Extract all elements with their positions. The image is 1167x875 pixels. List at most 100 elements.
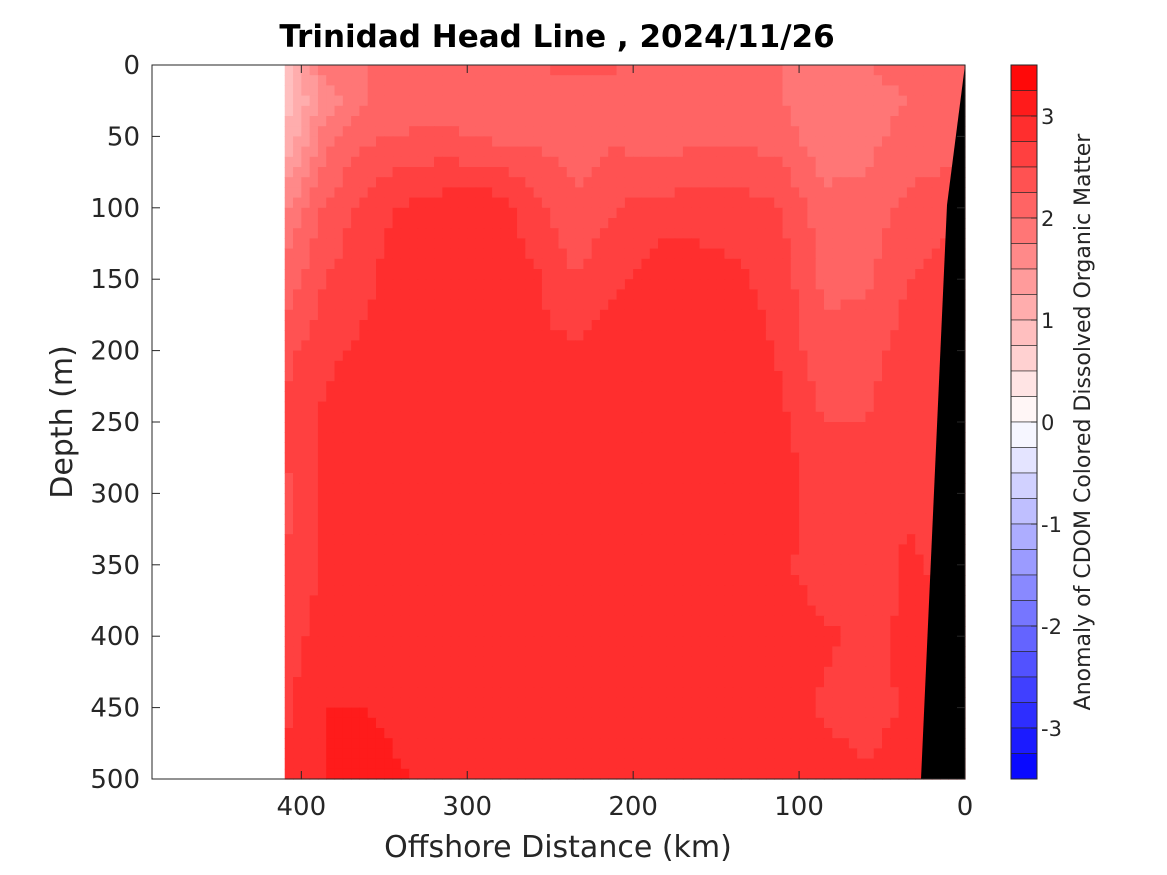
field-cell: [732, 156, 742, 168]
field-cell: [392, 473, 402, 484]
field-cell: [857, 340, 867, 352]
field-cell: [832, 238, 842, 250]
field-cell: [566, 279, 576, 290]
field-cell: [882, 136, 891, 148]
field-cell: [790, 299, 800, 311]
field-cell: [807, 371, 817, 382]
field-cell: [566, 432, 576, 443]
field-cell: [375, 371, 385, 382]
field-cell: [608, 146, 618, 158]
field-cell: [317, 473, 327, 484]
field-cell: [699, 105, 709, 117]
field-cell: [716, 493, 726, 505]
field-cell: [724, 218, 734, 229]
field-cell: [865, 605, 875, 617]
field-cell: [293, 554, 302, 566]
field-cell: [707, 677, 717, 688]
field-cell: [517, 238, 526, 250]
field-cell: [384, 677, 394, 688]
field-cell: [359, 289, 369, 301]
field-cell: [334, 595, 344, 607]
field-cell: [832, 228, 842, 239]
field-cell: [342, 666, 352, 678]
field-cell: [575, 391, 584, 403]
field-cell: [782, 75, 792, 86]
field-cell: [890, 207, 900, 219]
field-cell: [284, 513, 294, 525]
field-cell: [624, 483, 634, 494]
field-cell: [351, 636, 360, 647]
field-cell: [882, 513, 891, 525]
field-cell: [326, 493, 336, 505]
field-cell: [326, 105, 336, 117]
field-cell: [865, 646, 875, 658]
field-cell: [716, 666, 726, 678]
field-cell: [392, 452, 402, 464]
field-cell: [450, 156, 460, 168]
field-cell: [475, 381, 485, 392]
field-cell: [832, 656, 842, 668]
field-cell: [409, 371, 419, 382]
field-cell: [517, 636, 526, 647]
field-cell: [326, 228, 336, 239]
field-cell: [799, 575, 808, 586]
field-cell: [608, 218, 618, 229]
field-cell: [749, 626, 759, 637]
field-cell: [674, 248, 684, 260]
field-cell: [599, 360, 609, 372]
field-cell: [533, 554, 543, 566]
field-cell: [309, 411, 319, 423]
field-cell: [417, 177, 427, 188]
field-cell: [898, 238, 908, 250]
field-cell: [508, 269, 518, 280]
field-cell: [500, 167, 510, 178]
field-cell: [666, 564, 676, 576]
field-cell: [541, 228, 551, 239]
field-cell: [815, 279, 825, 290]
field-cell: [467, 279, 477, 290]
field-cell: [682, 411, 692, 423]
field-cell: [458, 360, 468, 372]
field-cell: [550, 350, 560, 362]
field-cell: [483, 95, 493, 107]
field-cell: [898, 595, 908, 607]
field-cell: [815, 401, 825, 413]
field-cell: [367, 269, 377, 280]
field-cell: [840, 330, 850, 341]
field-cell: [865, 126, 875, 137]
field-cell: [790, 564, 800, 576]
field-cell: [782, 207, 792, 219]
field-cell: [865, 146, 875, 158]
field-cell: [765, 75, 775, 86]
field-cell: [716, 544, 726, 556]
field-cell: [334, 411, 344, 423]
field-cell: [741, 299, 750, 311]
field-cell: [550, 85, 560, 97]
field-cell: [906, 126, 916, 137]
field-cell: [757, 575, 767, 586]
field-cell: [293, 493, 302, 505]
field-cell: [550, 585, 560, 596]
field-cell: [301, 65, 311, 76]
field-cell: [707, 105, 717, 117]
field-cell: [301, 554, 311, 566]
field-cell: [890, 258, 900, 270]
field-cell: [624, 381, 634, 392]
field-cell: [541, 554, 551, 566]
field-cell: [757, 116, 767, 127]
field-cell: [840, 585, 850, 596]
field-cell: [873, 340, 883, 352]
field-cell: [400, 299, 410, 311]
field-cell: [583, 575, 593, 586]
field-cell: [691, 442, 701, 454]
field-cell: [807, 524, 817, 535]
field-cell: [848, 411, 858, 423]
field-cell: [732, 360, 742, 372]
field-cell: [566, 218, 576, 229]
field-cell: [882, 187, 891, 199]
field-cell: [724, 462, 734, 474]
field-cell: [815, 442, 825, 454]
field-cell: [458, 677, 468, 688]
field-cell: [442, 248, 452, 260]
field-cell: [467, 75, 477, 86]
